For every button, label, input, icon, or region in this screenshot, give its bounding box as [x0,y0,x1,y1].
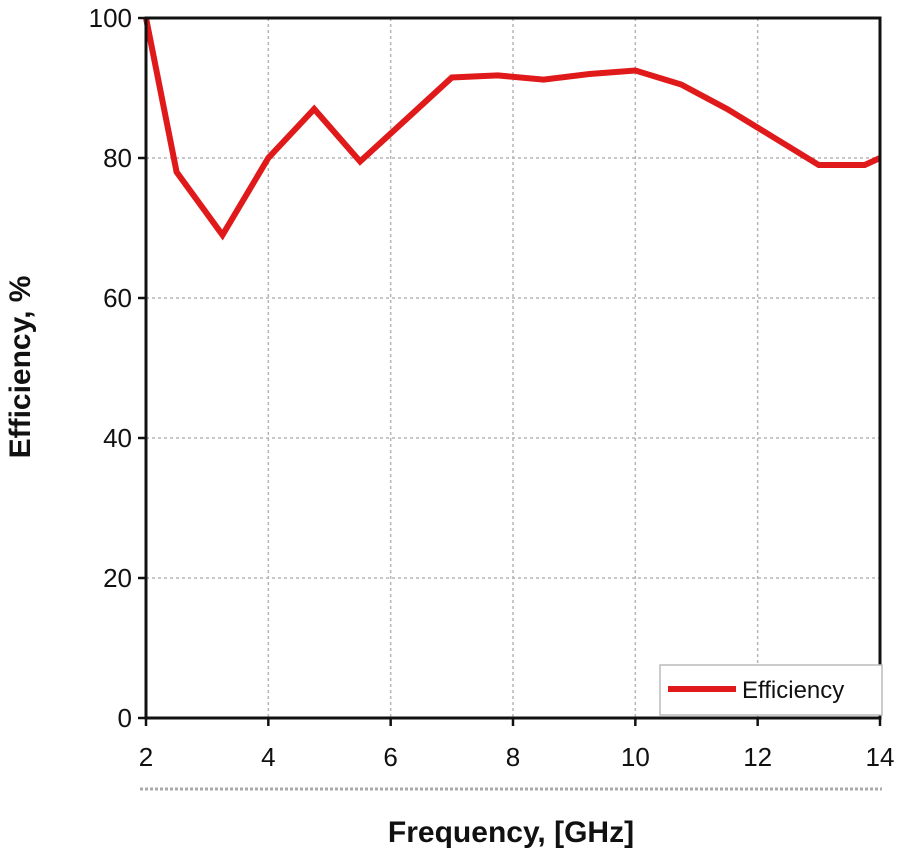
legend: Efficiency [659,664,883,716]
y-tick-label: 80 [103,143,132,173]
y-tick-label: 20 [103,563,132,593]
x-tick-label: 6 [383,742,397,772]
y-tick-label: 60 [103,283,132,313]
x-tick-label: 14 [866,742,895,772]
y-tick-label: 100 [89,3,132,33]
x-tick-label: 4 [261,742,275,772]
y-tick-label: 40 [103,423,132,453]
x-tick-label: 2 [139,742,153,772]
series-layer [143,17,882,241]
x-tick-label: 10 [621,742,650,772]
grid [146,18,880,718]
x-axis-title: Frequency, [GHz] [388,816,634,849]
x-tick-labels: 2 4 6 8 10 12 14 [139,742,895,772]
axis-ticks [138,16,882,726]
series-line-efficiency [143,17,882,241]
y-axis-title: Efficiency, % [4,276,37,459]
x-tick-label: 8 [506,742,520,772]
x-tick-label: 12 [743,742,772,772]
y-tick-label: 0 [118,703,132,733]
y-tick-labels: 0 20 40 60 80 100 [89,3,132,733]
legend-label-efficiency: Efficiency [742,677,844,704]
